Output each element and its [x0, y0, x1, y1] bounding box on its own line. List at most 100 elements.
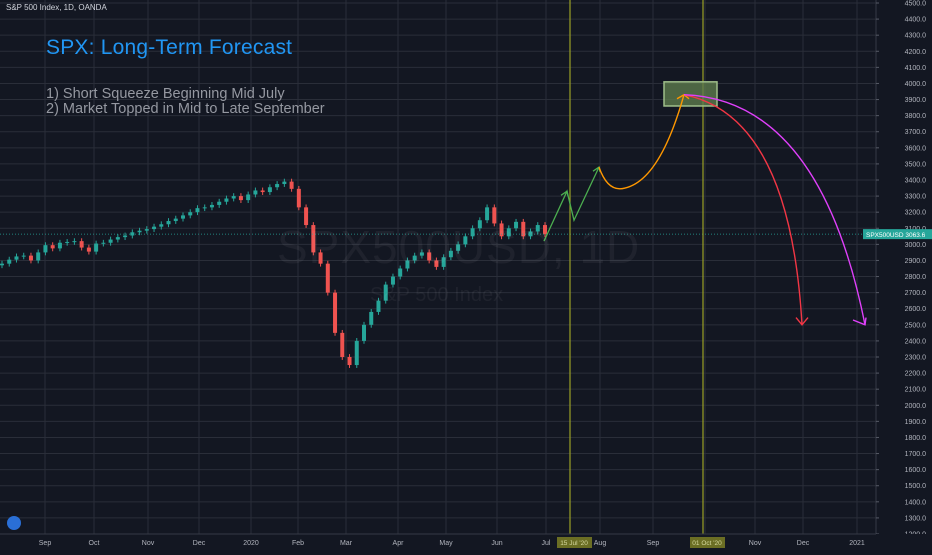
projection-magenta-path	[683, 94, 866, 325]
candle-body	[57, 242, 62, 249]
candle-body	[108, 239, 113, 243]
time-tick-label: Dec	[193, 540, 206, 547]
candle-body	[427, 252, 432, 261]
candle-body	[21, 255, 26, 257]
candle-body	[499, 223, 504, 237]
candle-body	[521, 221, 526, 237]
time-axis-background	[0, 534, 932, 550]
candle-body	[535, 225, 540, 232]
candle-body	[238, 196, 243, 201]
candle-body	[456, 244, 461, 251]
price-tick-label: 3800.0	[905, 113, 927, 120]
candle-body	[253, 190, 258, 195]
candle-body	[448, 250, 453, 258]
candle-body	[159, 224, 164, 227]
price-tick-label: 1700.0	[905, 451, 927, 458]
date-marker-badge	[690, 537, 725, 548]
time-tick-label: Sep	[39, 540, 52, 547]
price-tick-label: 3700.0	[905, 129, 927, 136]
candle-body	[289, 181, 294, 189]
candle-body	[202, 207, 207, 209]
candle-body	[14, 256, 19, 260]
candle-body	[383, 284, 388, 301]
price-tick-label: 2700.0	[905, 290, 927, 297]
tradingview-logo-icon[interactable]	[7, 516, 21, 530]
projection-magenta-arrowhead	[852, 317, 867, 326]
date-marker-label: 15 Jul '20	[560, 540, 588, 547]
candlestick-series	[0, 178, 876, 368]
candle-body	[209, 204, 214, 208]
candle-body	[412, 255, 417, 261]
candle-body	[246, 194, 251, 201]
candle-body	[217, 201, 222, 205]
candle-body	[86, 247, 91, 252]
candle-body	[492, 207, 497, 224]
candle-body	[267, 187, 272, 193]
candle-body	[405, 260, 410, 269]
candle-body	[101, 242, 106, 244]
price-tick-label: 3600.0	[905, 145, 927, 152]
price-tick-label: 3400.0	[905, 178, 927, 185]
price-tick-label: 2300.0	[905, 355, 927, 362]
price-axis[interactable]: 1200.01300.01400.01500.01600.01700.01800…	[863, 0, 932, 550]
candle-body	[470, 228, 475, 237]
date-marker-label: 01 Oct '20	[692, 540, 722, 547]
time-tick-label: 2021	[849, 540, 865, 547]
candle-body	[376, 300, 381, 312]
candle-body	[318, 252, 323, 264]
projection-red-arrowhead	[795, 317, 809, 326]
vertical-grid	[44, 0, 858, 534]
candle-body	[441, 257, 446, 267]
time-tick-label: Oct	[89, 540, 100, 547]
candle-body	[419, 252, 424, 256]
candle-body	[137, 230, 142, 233]
symbol-info[interactable]: S&P 500 Index, 1D, OANDA	[6, 3, 107, 12]
candle-body	[347, 357, 352, 366]
last-price-badge	[863, 229, 932, 240]
time-tick-label: Dec	[797, 540, 810, 547]
candle-body	[152, 226, 157, 230]
candle-body	[0, 263, 4, 266]
candle-body	[528, 231, 533, 237]
candle-body	[369, 311, 374, 325]
candle-body	[224, 198, 229, 202]
time-axis[interactable]: Sep Oct Nov Dec 2020 Feb Mar Apr May Jun Jul Aug Sep…	[0, 533, 932, 550]
note-market-top: 2) Market Topped in Mid to Late Septembe…	[46, 101, 325, 117]
price-tick-label: 3300.0	[905, 194, 927, 201]
time-tick-label: Mar	[340, 540, 353, 547]
candle-body	[173, 218, 178, 222]
candle-body	[311, 225, 316, 253]
time-tick-label: Apr	[393, 540, 405, 547]
time-tick-label: Sep	[647, 540, 660, 547]
candle-body	[362, 324, 366, 341]
candle-body	[325, 263, 330, 293]
candle-body	[340, 332, 345, 357]
candle-body	[434, 260, 439, 267]
projection-orange-path	[598, 94, 685, 190]
candle-body	[231, 196, 236, 199]
candle-body	[398, 268, 403, 277]
projection-red-path	[683, 94, 803, 325]
price-tick-label: 4200.0	[905, 49, 927, 56]
candle-body	[260, 190, 265, 193]
time-tick-label: Jun	[491, 540, 502, 547]
time-tick-label: Nov	[749, 540, 762, 547]
candle-body	[275, 184, 280, 188]
price-tick-label: 2400.0	[905, 338, 927, 345]
time-tick-label: Feb	[292, 540, 304, 547]
candle-body	[296, 188, 301, 208]
candle-body	[463, 236, 468, 245]
candle-body	[333, 292, 338, 333]
price-tick-label: 2500.0	[905, 322, 927, 329]
time-tick-label: 2020	[243, 540, 259, 547]
price-tick-label: 2600.0	[905, 306, 927, 313]
candle-body	[485, 207, 490, 221]
candle-body	[282, 181, 287, 185]
candle-body	[28, 255, 33, 261]
candle-body	[166, 221, 171, 225]
last-price-label: SPX500USD 3063.6	[866, 232, 926, 239]
price-axis-background	[876, 0, 932, 550]
